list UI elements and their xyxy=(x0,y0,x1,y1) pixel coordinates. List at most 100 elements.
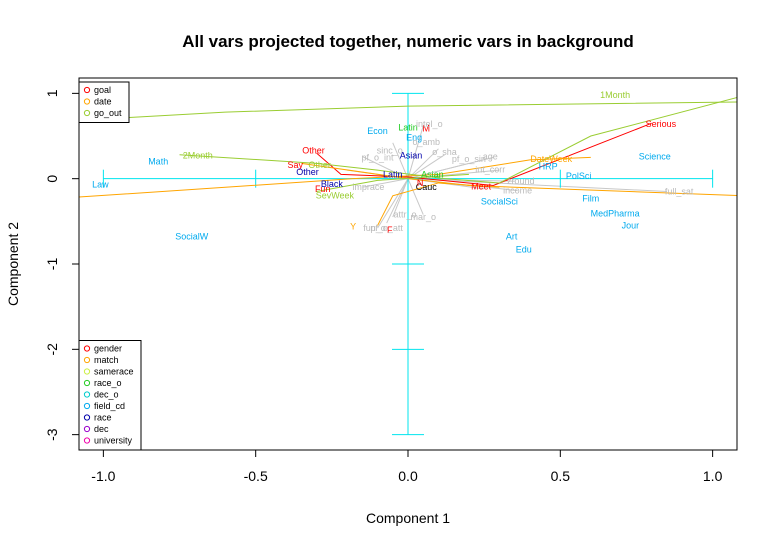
category-label: Econ xyxy=(367,126,388,136)
category-label: Meet xyxy=(471,181,492,191)
x-tick-label: 0.5 xyxy=(551,468,571,484)
category-label: Jour xyxy=(622,221,640,231)
chart-title: All vars projected together, numeric var… xyxy=(182,32,634,51)
legend-marker xyxy=(83,379,91,387)
category-label: Science xyxy=(639,151,671,161)
category-label: Asian xyxy=(421,169,444,179)
y-tick-label: 0 xyxy=(44,175,60,183)
x-tick-label: -1.0 xyxy=(91,468,115,484)
category-label: M xyxy=(423,123,431,133)
series-line xyxy=(316,173,469,192)
legend-marker xyxy=(83,425,91,433)
x-tick-label: 1.0 xyxy=(703,468,723,484)
legend-marker xyxy=(83,109,91,117)
x-tick-label: -0.5 xyxy=(244,468,268,484)
y-tick-label: 1 xyxy=(44,89,60,97)
category-label: income xyxy=(503,186,532,196)
category-label: o_sha xyxy=(432,147,457,157)
category-label: Edu xyxy=(516,244,532,254)
category-label: Film xyxy=(582,193,599,203)
background-vector xyxy=(386,178,409,224)
y-axis-label: Component 2 xyxy=(5,222,21,306)
category-label: Latin xyxy=(398,122,418,132)
legend-marker xyxy=(83,391,91,398)
category-label: PolSci xyxy=(566,171,592,181)
legend-marker xyxy=(83,402,91,410)
axes-layer: -1.0 -0.5 0.0 0.5 1.0 -3 -2 -1 0 1 xyxy=(44,89,723,484)
category-label: pf_o_att xyxy=(370,223,403,233)
category-label: Fun xyxy=(315,184,331,194)
legend-label: samerace xyxy=(94,367,134,377)
category-label: imprace xyxy=(352,182,384,192)
category-label: Other xyxy=(308,160,331,170)
background-vector xyxy=(362,156,409,180)
category-label: Say xyxy=(288,160,304,170)
legend-label: field_cd xyxy=(94,401,125,411)
category-label: zround xyxy=(507,176,535,186)
legend-marker xyxy=(83,437,91,444)
category-label: attr_o xyxy=(393,210,416,220)
legend-label: date xyxy=(94,97,112,107)
series-line xyxy=(79,156,591,198)
category-label: 1Month xyxy=(600,90,630,100)
category-label: pf_o_sin xyxy=(452,154,486,164)
category-label: mar_o xyxy=(410,212,436,222)
y-tick-label: -3 xyxy=(44,428,60,441)
background-vector xyxy=(362,178,409,188)
category-label: fun_o xyxy=(363,223,386,233)
category-label: Other xyxy=(296,167,319,177)
legend-label: race_o xyxy=(94,378,122,388)
background-vector xyxy=(377,178,409,229)
category-label: MedPharma xyxy=(591,209,640,219)
legend-label: match xyxy=(94,355,119,365)
category-label: SocialSci xyxy=(481,197,518,207)
category-label: full_sat xyxy=(665,186,694,196)
category-label: Black xyxy=(321,179,344,189)
category-label: Law xyxy=(92,180,109,190)
legend-marker xyxy=(83,356,91,364)
category-label: HRP xyxy=(539,162,558,172)
category-label: Cauc xyxy=(416,182,438,192)
legend-label: race xyxy=(94,413,112,423)
legend-label: go_out xyxy=(94,108,122,118)
background-vector xyxy=(407,162,470,180)
series-line xyxy=(377,182,500,226)
category-label: Asian xyxy=(400,151,423,161)
category-label: Eng xyxy=(406,133,422,143)
category-label: 2Month xyxy=(183,151,213,161)
x-axis-label: Component 1 xyxy=(366,510,450,526)
category-label: Art xyxy=(506,232,518,242)
category-label: Serious xyxy=(646,119,677,129)
series-line xyxy=(79,101,737,121)
legend-label: dec xyxy=(94,424,109,434)
category-label: Y xyxy=(350,221,356,231)
series-line xyxy=(316,122,652,187)
category-label: pf_o_int xyxy=(362,152,395,162)
x-tick-label: 0.0 xyxy=(398,468,418,484)
category-label: F xyxy=(387,225,393,235)
legend-marker xyxy=(83,86,91,94)
category-label: age xyxy=(483,151,498,161)
category-label: SocialW xyxy=(175,232,209,242)
category-label: o_amb xyxy=(413,137,441,147)
background-vector xyxy=(392,142,409,179)
category-label: Other xyxy=(302,146,325,156)
legend-marker xyxy=(83,414,91,421)
series-line xyxy=(179,97,737,184)
series-line xyxy=(301,162,737,197)
category-label: intel_o xyxy=(416,119,443,129)
category-label: SevWeek xyxy=(316,191,355,201)
category-label: Latin xyxy=(383,169,403,179)
legend-label: goal xyxy=(94,85,111,95)
legend-marker xyxy=(83,98,91,105)
y-tick-label: -1 xyxy=(44,258,60,271)
category-label: sinc_o xyxy=(377,146,403,156)
background-vector xyxy=(407,178,424,215)
category-label: DateWeek xyxy=(530,154,572,164)
legend-label: gender xyxy=(94,344,122,354)
legend-label: university xyxy=(94,436,133,446)
